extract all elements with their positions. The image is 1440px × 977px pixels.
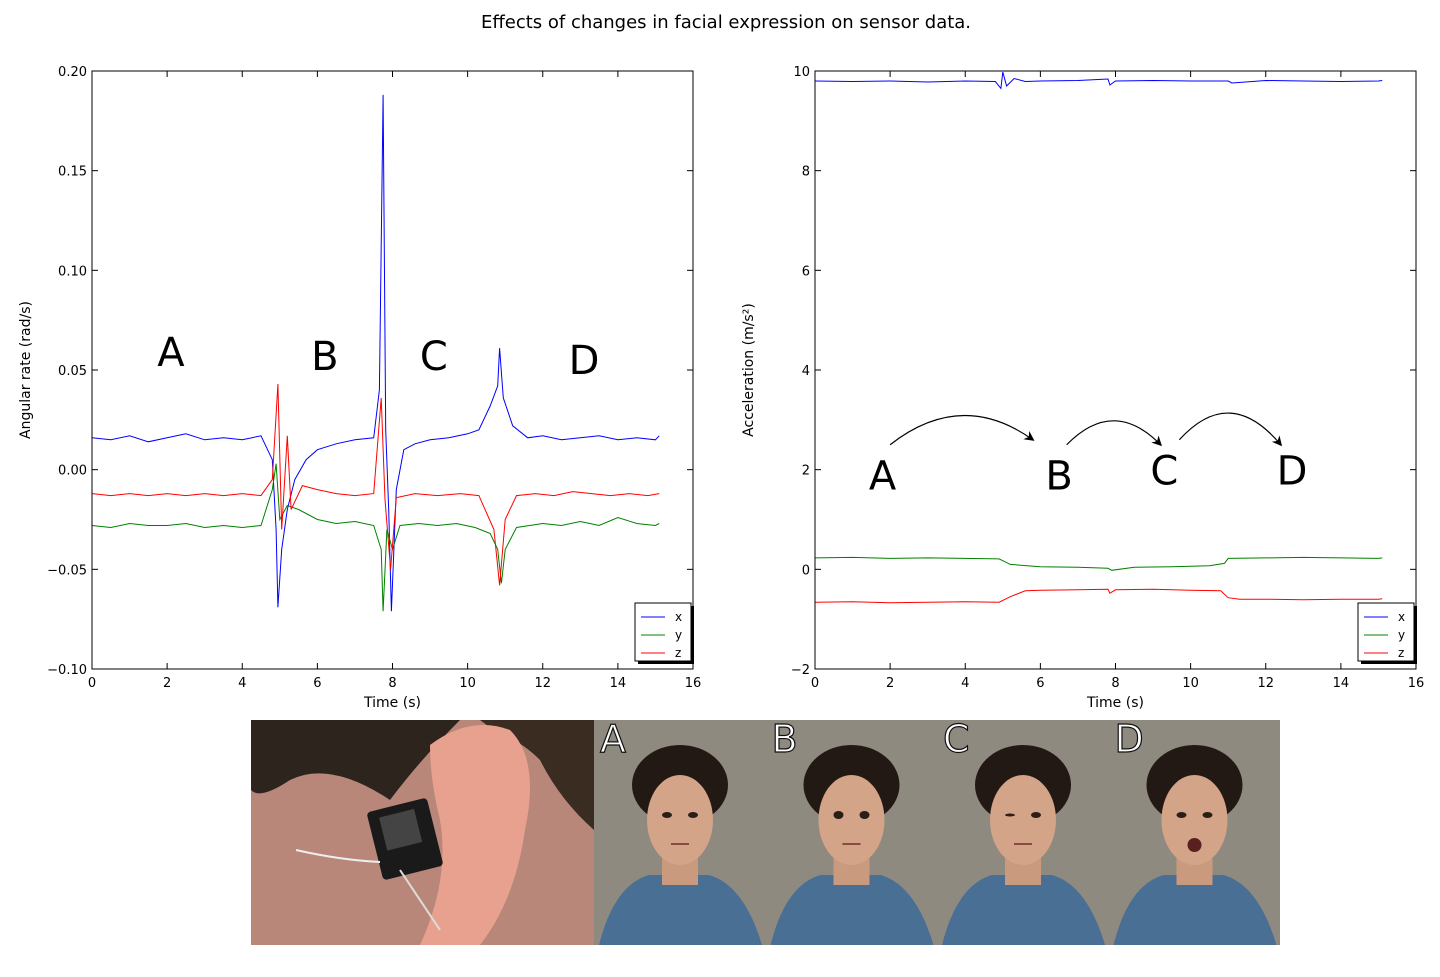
legend-label-x: x [675, 610, 682, 624]
x-tick-label: 16 [685, 676, 702, 691]
face-photo-label: B [772, 717, 798, 761]
x-axis-label: Time (s) [363, 695, 421, 711]
stage-label-A: A [869, 454, 897, 500]
x-tick-label: 2 [163, 676, 171, 691]
angular-rate-chart: 0 2 4 6 8 10 12 14 16 −0.10 −0.05 0.00 0.05 0.10 0.15 0… [18, 65, 701, 711]
plot-frame [814, 70, 1417, 670]
legend-label-x: x [1398, 610, 1405, 624]
y-tick-label: 0.10 [58, 264, 87, 279]
y-tick-label: −0.05 [47, 563, 87, 578]
y-tick-label: 0.00 [58, 464, 87, 479]
face-photo-label: C [943, 717, 970, 761]
legend-label-y: y [1398, 628, 1405, 642]
legend [634, 602, 692, 662]
face-photo-C: C [937, 716, 1109, 945]
legend-label-z: z [1398, 646, 1404, 660]
x-tick-label: 6 [313, 676, 321, 691]
x-tick-label: 4 [238, 676, 246, 691]
ear-sensor-photo [251, 720, 594, 945]
x-tick-label: 8 [1111, 676, 1119, 691]
photo-strip: A B C D [251, 716, 1280, 945]
x-tick-label: 12 [1257, 676, 1274, 691]
y-tick-label: 0.05 [58, 364, 87, 379]
x-tick-label: 6 [1036, 676, 1044, 691]
stage-label-B: B [311, 334, 338, 380]
y-tick-label: −0.10 [47, 663, 87, 678]
x-tick-label: 10 [1182, 676, 1199, 691]
legend-label-z: z [675, 646, 681, 660]
series-line-y [814, 556, 1383, 571]
legend-label-y: y [675, 628, 682, 642]
stage-label-B: B [1045, 454, 1072, 500]
legend [1357, 602, 1415, 662]
series-line-x [91, 94, 660, 612]
stage-label-D: D [1277, 449, 1308, 495]
transition-arrow [889, 414, 1035, 446]
x-tick-label: 14 [1333, 676, 1350, 691]
y-tick-label: 0.15 [58, 165, 87, 180]
face-photo-A: A [594, 716, 766, 945]
transition-arrow [1066, 420, 1162, 447]
y-tick-label: 4 [802, 364, 810, 379]
y-tick-label: 2 [802, 464, 810, 479]
x-tick-label: 8 [388, 676, 396, 691]
series-line-y [91, 463, 660, 612]
y-tick-label: 0 [802, 563, 810, 578]
transition-arrow [1178, 412, 1283, 447]
x-tick-label: 0 [88, 676, 96, 691]
face-photo-label: A [600, 717, 626, 761]
y-tick-label: 8 [802, 165, 810, 180]
series-line-z [814, 588, 1383, 604]
x-tick-label: 16 [1408, 676, 1425, 691]
stage-label-C: C [420, 334, 448, 380]
x-tick-label: 14 [610, 676, 627, 691]
face-photo-B: B [765, 716, 937, 945]
x-axis-label: Time (s) [1086, 695, 1144, 711]
face-photos: A B C D [594, 716, 1280, 945]
x-tick-label: 2 [886, 676, 894, 691]
x-tick-label: 4 [961, 676, 969, 691]
y-tick-label: 6 [802, 264, 810, 279]
stage-label-D: D [569, 338, 600, 384]
y-tick-label: 0.20 [58, 65, 87, 80]
x-tick-label: 12 [534, 676, 551, 691]
face-photo-D: D [1108, 716, 1280, 945]
series-line-x [814, 71, 1383, 90]
y-axis-label: Acceleration (m/s²) [741, 303, 757, 437]
stage-label-C: C [1150, 449, 1178, 495]
y-tick-label: −2 [791, 663, 810, 678]
x-tick-label: 0 [811, 676, 819, 691]
x-tick-label: 10 [459, 676, 476, 691]
face-photo-label: D [1115, 717, 1144, 761]
series-line-z [91, 383, 660, 586]
figure-title: Effects of changes in facial expression … [481, 12, 971, 33]
stage-label-A: A [157, 330, 185, 376]
y-tick-label: 10 [793, 65, 810, 80]
y-axis-label: Angular rate (rad/s) [18, 301, 34, 439]
